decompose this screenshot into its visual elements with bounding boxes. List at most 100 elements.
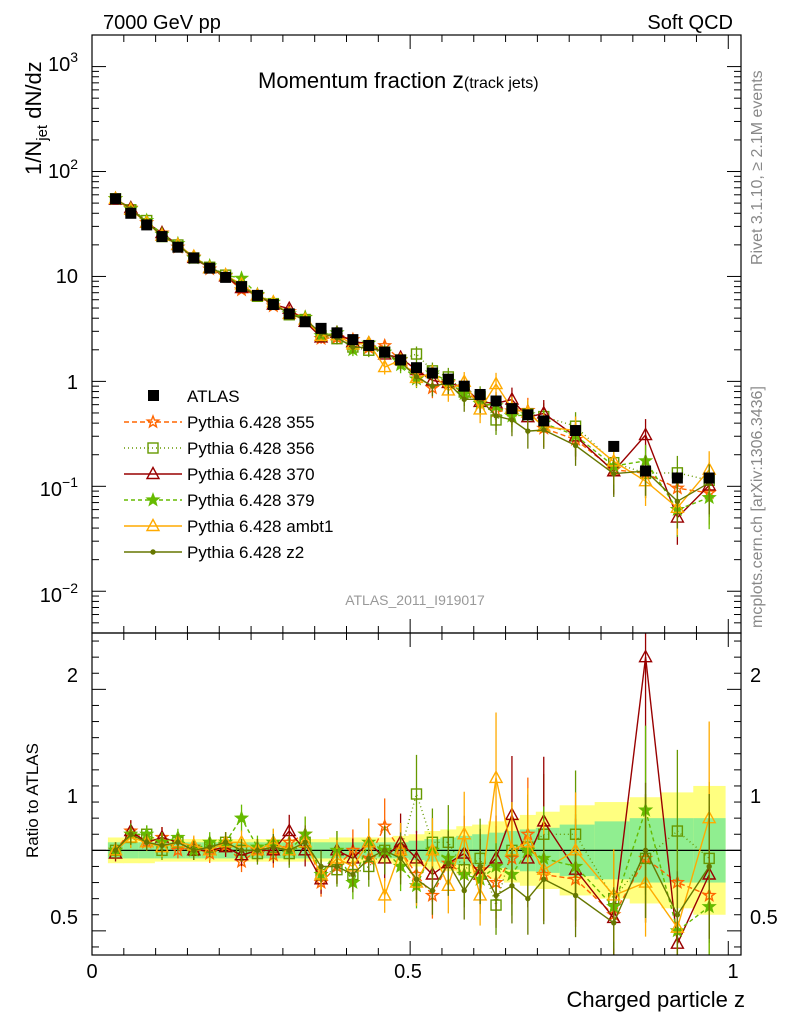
ratio-plot-frame xyxy=(91,632,742,956)
axis-ticks xyxy=(91,34,741,955)
legend-entry: Pythia 6.428 370 xyxy=(124,465,315,484)
ratio-tick-label: 2 xyxy=(67,665,78,687)
atlas-data-point xyxy=(267,299,279,311)
data-point xyxy=(170,842,186,857)
data-point xyxy=(541,427,547,433)
data-point xyxy=(313,327,329,341)
legend-marker xyxy=(145,466,161,480)
y-tick-labels: 103 102 10 1 10−1 10−2 xyxy=(40,49,78,607)
ratio-tick-label: 1 xyxy=(67,786,78,808)
data-point xyxy=(207,844,213,850)
y-tick-label: 103 xyxy=(48,49,78,76)
data-point xyxy=(706,863,712,870)
atlas-data-point xyxy=(608,440,620,452)
ratio-tick-label: 0.5 xyxy=(50,907,78,929)
rivet-version-label: Rivet 3.1.10, ≥ 2.1M events xyxy=(749,70,766,265)
legend-marker xyxy=(150,549,156,555)
data-point xyxy=(441,382,456,396)
legend-entry: Pythia 6.428 356 xyxy=(124,439,315,458)
atlas-data-point xyxy=(506,403,518,415)
x-tick-label: 1 xyxy=(727,961,738,983)
data-point xyxy=(175,839,181,845)
atlas-data-point xyxy=(363,339,375,351)
data-point xyxy=(493,413,499,419)
data-point xyxy=(457,826,472,840)
data-point xyxy=(282,823,297,837)
data-point xyxy=(674,498,681,504)
data-point xyxy=(413,876,420,883)
legend-label: Pythia 6.428 355 xyxy=(187,413,315,432)
data-point xyxy=(541,876,547,883)
legend-entry: Pythia 6.428 379 xyxy=(124,491,315,510)
process-label: Soft QCD xyxy=(647,12,733,34)
atlas-data-point xyxy=(236,281,248,293)
y-tick-label: 1 xyxy=(67,372,78,394)
data-point xyxy=(488,769,504,784)
data-point xyxy=(493,892,499,899)
legend-label: Pythia 6.428 356 xyxy=(187,439,315,458)
data-point xyxy=(488,376,504,390)
atlas-data-point xyxy=(474,388,486,400)
y-tick-label: 10−2 xyxy=(40,580,78,607)
data-point xyxy=(461,887,467,894)
data-point xyxy=(671,825,684,837)
data-point xyxy=(642,847,649,854)
atlas-data-point xyxy=(220,271,232,283)
atlas-data-point xyxy=(640,465,652,477)
data-point xyxy=(350,344,356,350)
data-point xyxy=(509,417,515,423)
atlas-data-point xyxy=(522,409,534,421)
atlas-data-point xyxy=(538,415,550,427)
y-tick-label: 10 xyxy=(56,266,78,288)
atlas-data-point xyxy=(172,241,184,253)
data-point xyxy=(611,920,617,926)
data-point xyxy=(377,887,392,901)
atlas-data-point xyxy=(315,322,327,334)
data-point xyxy=(410,788,423,800)
x-tick-label: 0 xyxy=(86,961,97,983)
atlas-data-point xyxy=(570,425,582,437)
legend-label: Pythia 6.428 370 xyxy=(187,465,315,484)
data-point xyxy=(638,427,653,441)
legend-entry: Pythia 6.428 355 xyxy=(124,413,315,432)
atlas-data-point xyxy=(703,472,715,484)
data-point xyxy=(350,871,356,878)
data-point xyxy=(674,912,681,918)
atlas-data-point xyxy=(299,316,311,328)
x-tick-labels: 0 0.5 1 xyxy=(86,961,738,983)
ratio-tick-label-right: 2 xyxy=(750,665,761,687)
data-point xyxy=(318,863,324,870)
data-point xyxy=(112,847,119,854)
data-point xyxy=(429,887,436,894)
atlas-data-point xyxy=(331,327,343,339)
data-point xyxy=(461,396,467,402)
atlas-data-point xyxy=(395,354,407,366)
atlas-data-point xyxy=(125,207,137,219)
data-point xyxy=(302,839,308,845)
y-tick-label: 102 xyxy=(48,156,78,183)
data-point xyxy=(445,860,452,866)
legend-marker xyxy=(145,414,161,429)
atlas-data-point xyxy=(110,193,122,205)
data-point xyxy=(144,839,150,845)
data-point xyxy=(429,383,436,389)
ratio-tick-label-right: 0.5 xyxy=(750,907,778,929)
data-point xyxy=(397,855,404,862)
main-plot-data xyxy=(110,193,715,484)
atlas-data-point xyxy=(426,367,438,379)
data-point xyxy=(638,649,653,663)
data-point xyxy=(410,348,423,360)
legend-label: Pythia 6.428 z2 xyxy=(187,543,304,562)
legend-label: ATLAS xyxy=(187,387,240,406)
data-point xyxy=(270,844,277,850)
x-axis-title: Charged particle z xyxy=(566,987,745,1012)
legend-marker xyxy=(145,492,161,507)
atlas-data-point xyxy=(442,373,454,385)
atlas-data-point xyxy=(251,289,263,301)
data-point xyxy=(286,847,292,854)
ratio-tick-labels: 0.5 1 2 0.5 1 2 xyxy=(50,665,778,929)
data-point xyxy=(472,401,488,415)
data-point xyxy=(128,831,134,837)
data-point xyxy=(222,839,229,845)
atlas-data-point xyxy=(156,231,168,243)
